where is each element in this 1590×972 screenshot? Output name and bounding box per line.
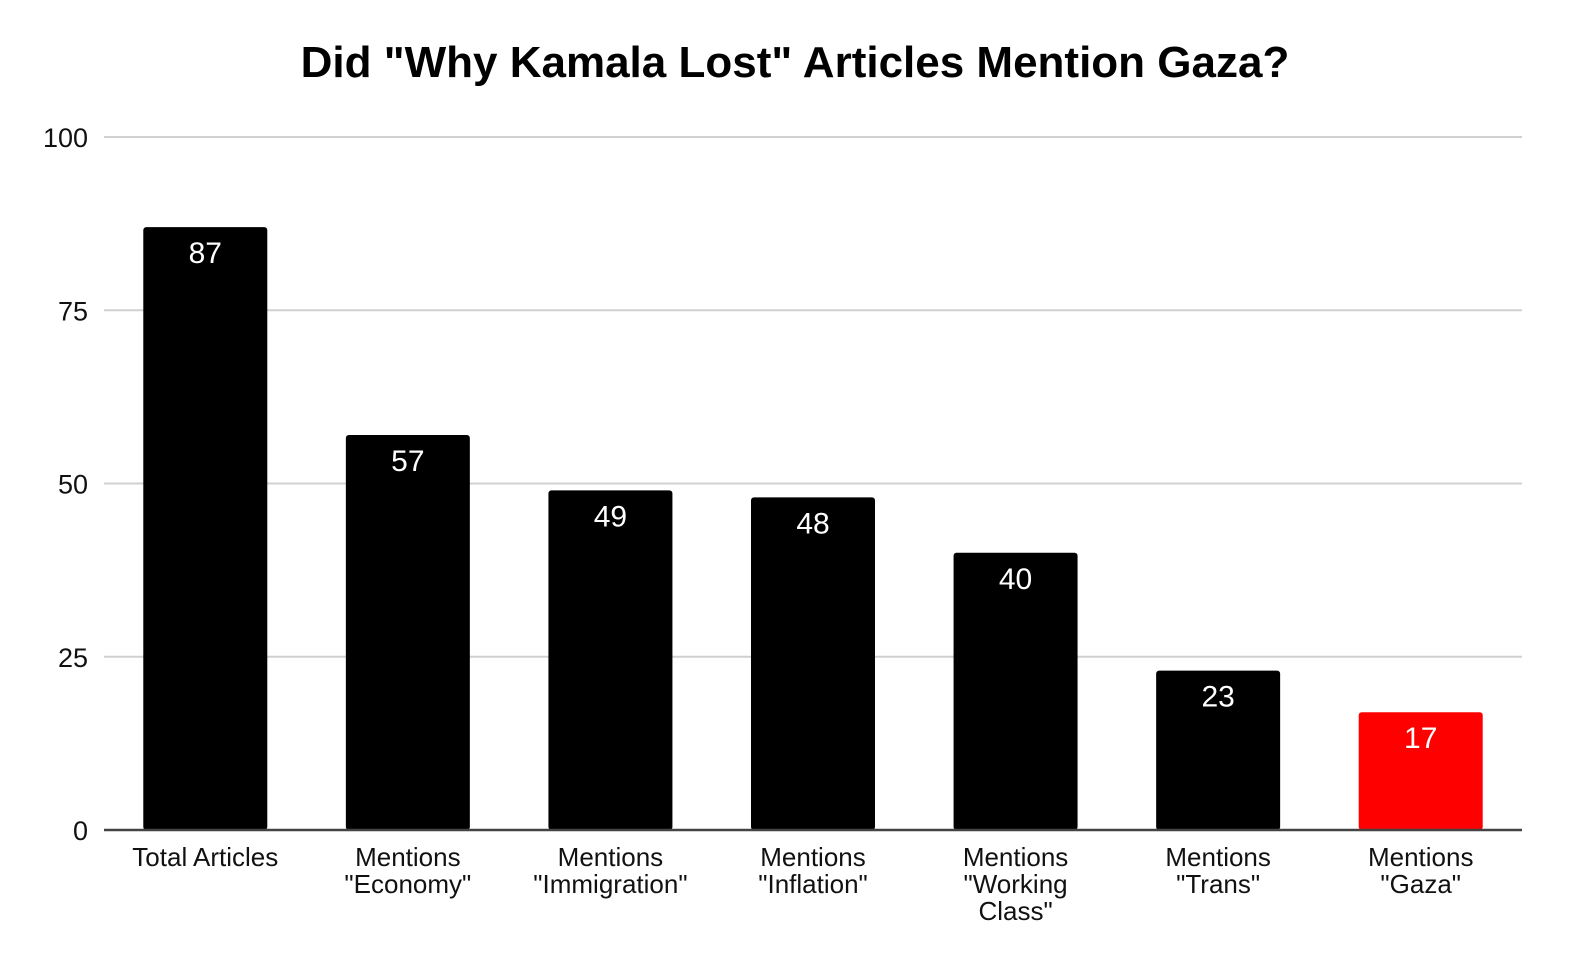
y-tick-label: 0 bbox=[73, 816, 88, 846]
bar bbox=[143, 227, 268, 831]
bar bbox=[953, 552, 1078, 830]
bar-value-label: 87 bbox=[189, 237, 222, 270]
y-tick-label: 75 bbox=[58, 296, 88, 326]
x-tick-label-line: Total Articles bbox=[132, 842, 278, 872]
x-tick-label-line: "Working bbox=[964, 869, 1068, 899]
x-tick-label-line: "Inflation" bbox=[758, 869, 868, 899]
bar-value-label: 40 bbox=[999, 563, 1032, 596]
bar-value-label: 49 bbox=[594, 500, 627, 533]
chart-title: Did "Why Kamala Lost" Articles Mention G… bbox=[300, 38, 1290, 87]
bar bbox=[345, 434, 470, 830]
x-tick-label-line: "Trans" bbox=[1176, 869, 1260, 899]
x-tick-label: Mentions "Gaza" bbox=[1368, 842, 1474, 899]
x-tick-label: Mentions "Trans" bbox=[1165, 842, 1271, 899]
x-tick-label-line: "Gaza" bbox=[1380, 869, 1461, 899]
x-tick-label-line: Class" bbox=[978, 896, 1052, 926]
x-tick-label: Mentions "Inflation" bbox=[758, 842, 868, 899]
x-tick-label: Mentions "Immigration" bbox=[533, 842, 687, 899]
y-tick-label: 100 bbox=[43, 123, 88, 153]
x-tick-label-line: Mentions bbox=[1165, 842, 1271, 872]
x-tick-label-line: Mentions bbox=[558, 842, 664, 872]
x-tick-label-line: "Economy" bbox=[344, 869, 471, 899]
bar-value-label: 57 bbox=[391, 445, 424, 478]
x-tick-label: Total Articles bbox=[132, 842, 278, 872]
x-tick-label: Mentions "Working Class" bbox=[963, 842, 1069, 926]
bar-value-label: 17 bbox=[1404, 722, 1437, 755]
bar bbox=[548, 490, 673, 830]
x-tick-label: Mentions "Economy" bbox=[344, 842, 471, 899]
x-tick-label-line: Mentions bbox=[963, 842, 1069, 872]
x-tick-label-line: Mentions bbox=[1368, 842, 1474, 872]
y-tick-label: 50 bbox=[58, 470, 88, 500]
bar-value-label: 23 bbox=[1201, 681, 1234, 714]
bar bbox=[1358, 712, 1483, 830]
x-tick-label-line: Mentions bbox=[760, 842, 866, 872]
bar bbox=[751, 497, 875, 830]
x-tick-label-line: "Immigration" bbox=[533, 869, 687, 899]
bar-value-label: 48 bbox=[796, 507, 829, 540]
y-tick-label: 25 bbox=[58, 643, 88, 673]
x-tick-label-line: Mentions bbox=[355, 842, 461, 872]
bar bbox=[1156, 670, 1281, 830]
